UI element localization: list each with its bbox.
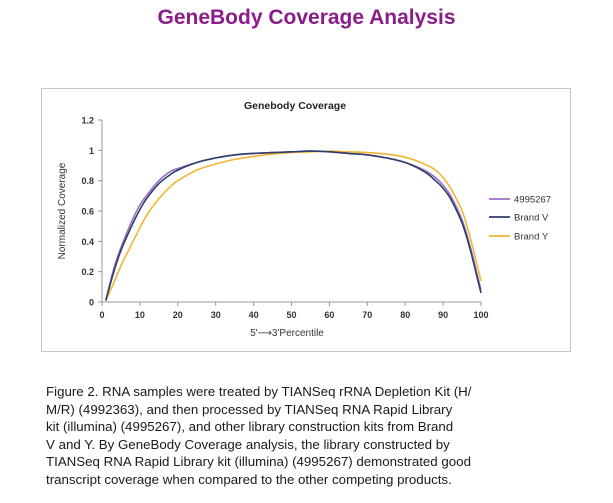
series-line-4995267 <box>105 150 482 301</box>
x-tick-label: 50 <box>286 310 296 320</box>
caption-line: M/R) (4992363), and then processed by TI… <box>46 401 453 417</box>
series-line-brand-v <box>105 150 482 301</box>
figure-caption: Figure 2. RNA samples were treated by TI… <box>46 383 570 489</box>
legend-label: Brand V <box>514 213 549 224</box>
x-tick-label: 30 <box>211 310 221 320</box>
legend-label: 4995267 <box>514 195 551 206</box>
y-tick-label: 0.6 <box>81 207 94 217</box>
y-tick-label: 0.8 <box>81 176 94 186</box>
chart-frame <box>41 88 571 352</box>
x-tick-label: 60 <box>324 310 334 320</box>
legend-label: Brand Y <box>514 232 549 243</box>
y-tick-label: 0 <box>89 298 94 308</box>
caption-line: Figure 2. RNA samples were treated by TI… <box>46 384 472 399</box>
x-tick-label: 80 <box>400 310 410 320</box>
x-tick-label: 40 <box>249 310 259 320</box>
y-tick-label: 1 <box>89 146 94 156</box>
x-tick-label: 70 <box>362 310 372 320</box>
x-tick-label: 20 <box>173 310 183 320</box>
x-tick-label: 10 <box>135 310 145 320</box>
x-axis-label: 5'⟶3'Percentile <box>250 328 324 339</box>
caption-line: TIANSeq RNA Rapid Library kit (illumina)… <box>46 454 471 470</box>
caption-line: V and Y. By GeneBody Coverage analysis, … <box>46 436 450 452</box>
x-tick-label: 100 <box>473 310 488 320</box>
genebody-coverage-chart: Genebody Coverage 0 0.2 0.4 0.6 0.8 1 1.2 0 10 2… <box>57 100 551 339</box>
chart-title: Genebody Coverage <box>244 100 346 112</box>
y-tick-label: 0.4 <box>81 237 94 247</box>
series-line-brand-y <box>105 150 482 301</box>
y-tick-label: 1.2 <box>81 116 94 126</box>
page-title: GeneBody Coverage Analysis <box>157 6 456 29</box>
caption-line: kit (illumina) (4995267), and other libr… <box>46 419 454 435</box>
x-tick-label: 90 <box>438 310 448 320</box>
y-tick-label: 0.2 <box>81 267 94 277</box>
y-axis-label: Normalized Coverage <box>57 162 68 259</box>
x-tick-label: 0 <box>99 310 104 320</box>
caption-line: transcript coverage when compared to the… <box>46 471 452 487</box>
